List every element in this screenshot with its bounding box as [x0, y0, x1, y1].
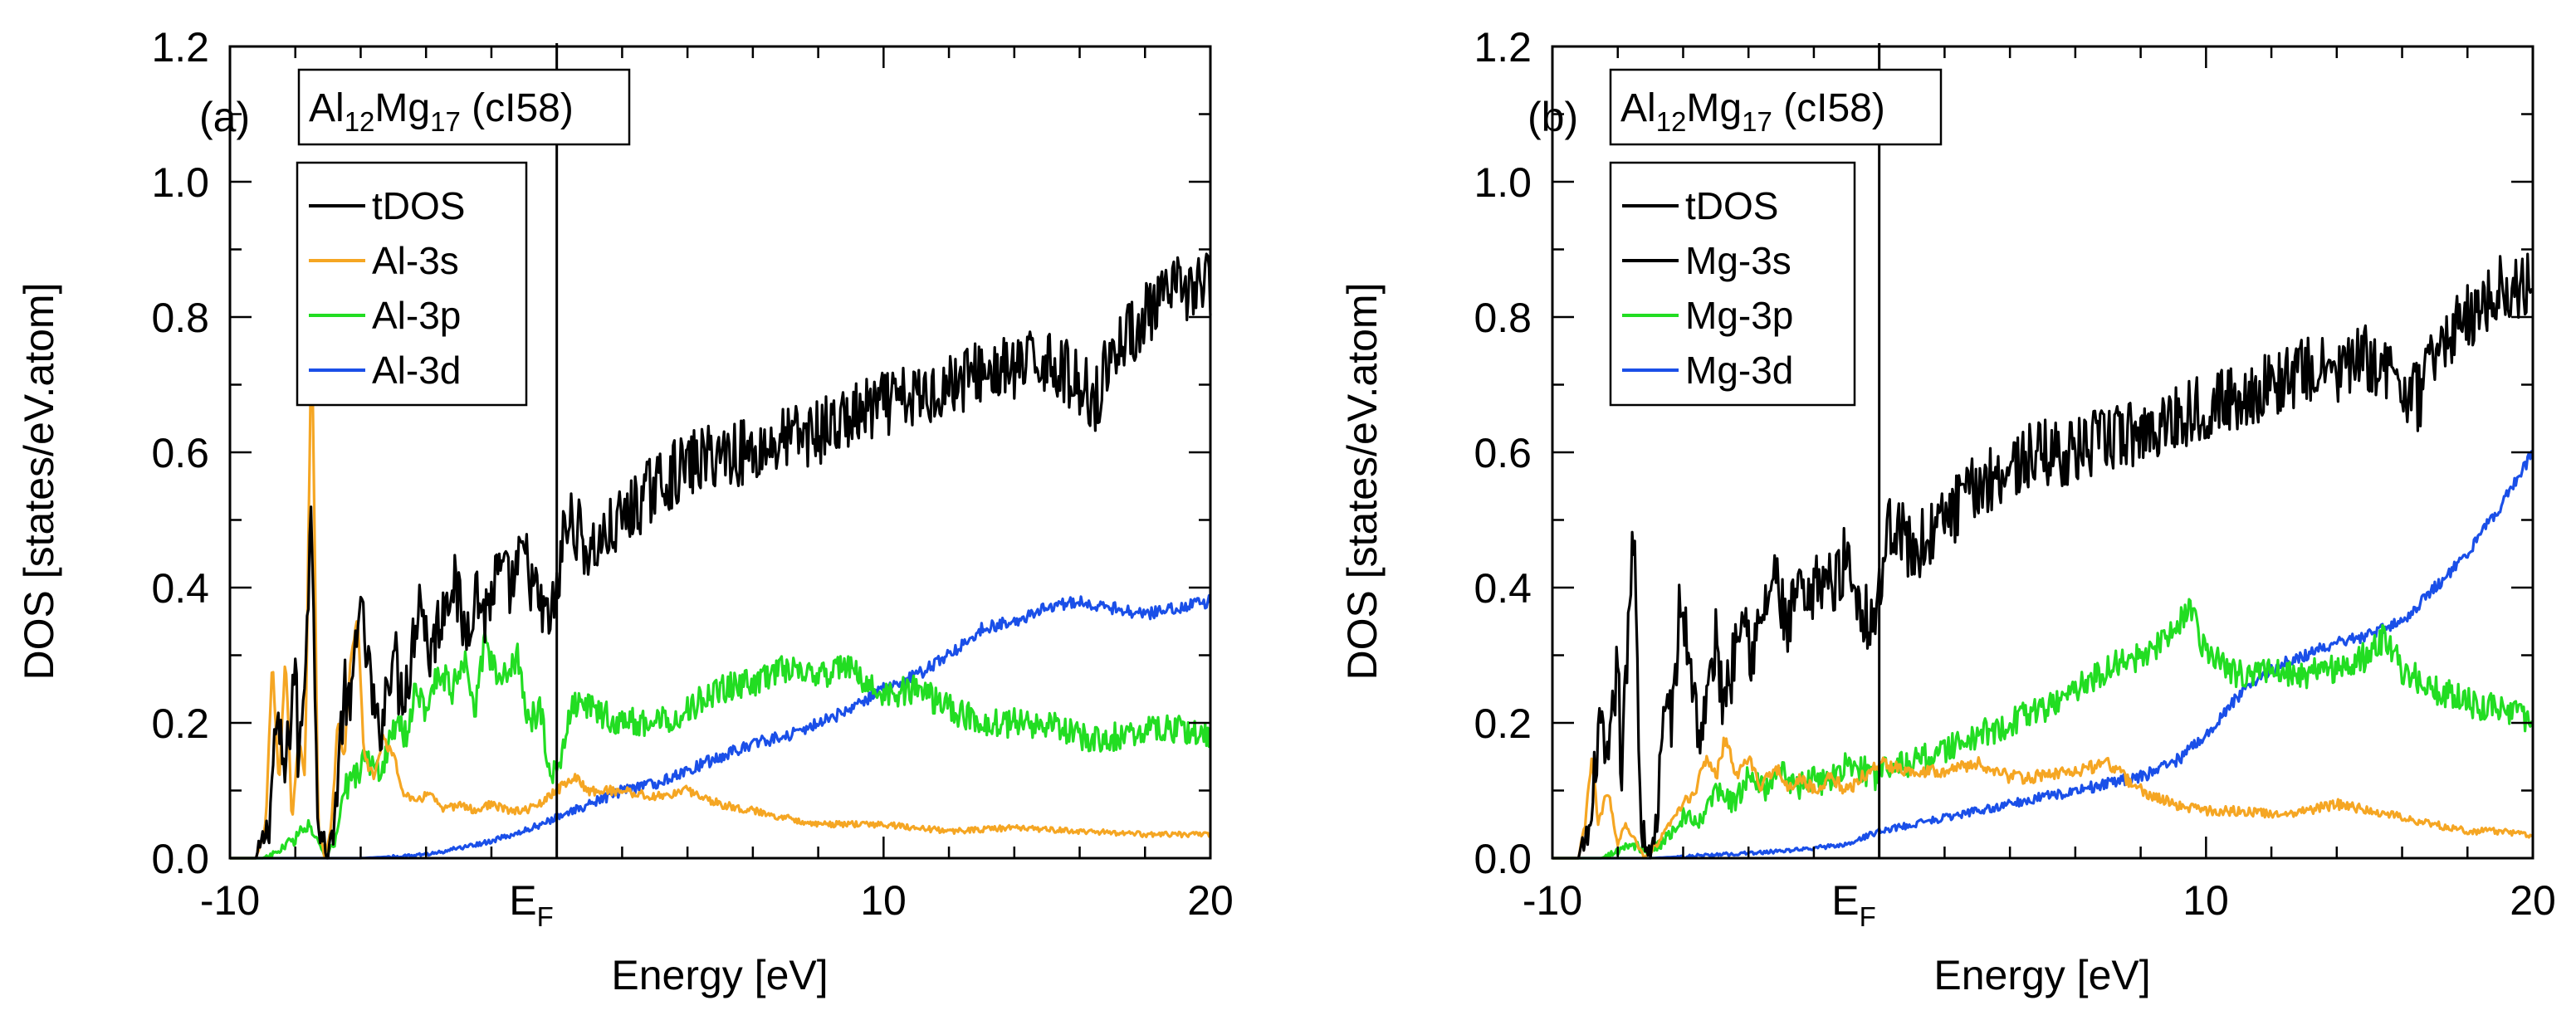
title-a: Al12Mg17 (cI58): [309, 86, 574, 137]
xtick-label-a-3: 20: [1187, 877, 1234, 924]
title-sub1-b: 12: [1656, 106, 1687, 137]
series-mg-3d-line: [1552, 450, 2534, 860]
ytick-label-a-6: 1.2: [151, 24, 209, 71]
ef-letter-b: E: [1831, 877, 1859, 924]
legend-label-b-3: Mg-3d: [1685, 349, 1793, 392]
ytick-label-b-1: 0.2: [1474, 700, 1532, 747]
ytick-label-b-2: 0.4: [1474, 565, 1532, 612]
title-el1-b: Al: [1620, 86, 1656, 130]
xtick-label-b-3: 20: [2510, 877, 2556, 924]
series-mg-3p-line: [1552, 598, 2534, 860]
title-box-b: [1609, 68, 1943, 146]
title-b: Al12Mg17 (cI58): [1620, 86, 1885, 137]
title-rest-a: (cI58): [461, 86, 574, 130]
title-el1-a: Al: [309, 86, 345, 130]
ytick-label-a-4: 0.8: [151, 295, 209, 341]
xtick-label-a-0: -10: [200, 877, 260, 924]
series-al-3s-line: [230, 358, 1212, 860]
title-sub1-a: 12: [345, 106, 375, 137]
legend-label-a-3: Al-3d: [372, 349, 461, 392]
title-box-a: [297, 68, 631, 146]
ytick-label-a-3: 0.6: [151, 430, 209, 476]
series-al-3p-line: [230, 630, 1211, 860]
ytick-label-b-5: 1.0: [1474, 159, 1532, 206]
panel-label-b: (b): [1528, 94, 1578, 140]
legend-box-a: [296, 161, 528, 407]
panel-a: 0.0 0.2 0.4 0.6 0.8 1.0 1.2 -10 EF 10 20…: [16, 24, 1234, 998]
series-al-3d-line: [230, 593, 1212, 860]
legend-label-b-2: Mg-3p: [1685, 294, 1793, 337]
ef-letter-a: E: [509, 877, 536, 924]
xtick-label-a-2: 10: [860, 877, 907, 924]
ytick-label-a-5: 1.0: [151, 159, 209, 206]
title-sub2-b: 17: [1742, 106, 1772, 137]
panel-label-a: (a): [199, 94, 250, 140]
title-el2-a: Mg: [374, 86, 430, 130]
legend-box-b: [1609, 161, 1856, 407]
ylabel-b: DOS [states/eV.atom]: [1339, 283, 1386, 681]
legend-label-a-1: Al-3s: [372, 239, 459, 282]
ytick-label-b-3: 0.6: [1474, 430, 1532, 476]
ytick-label-a-1: 0.2: [151, 700, 209, 747]
ylabel-a: DOS [states/eV.atom]: [16, 283, 62, 681]
legend-label-a-2: Al-3p: [372, 294, 461, 337]
panel-b: 0.0 0.2 0.4 0.6 0.8 1.0 1.2 -10 EF 10 20…: [1339, 24, 2556, 998]
ticks-b: [1551, 45, 2534, 860]
legend-label-b-1: Mg-3s: [1685, 239, 1791, 282]
ytick-label-a-2: 0.4: [151, 565, 209, 612]
legend-label-a-0: tDOS: [372, 184, 465, 227]
xlabel-a: Energy [eV]: [611, 952, 828, 998]
plot-area-a: [230, 43, 1212, 860]
xtick-label-a-ef: EF: [509, 877, 554, 932]
title-rest-b: (cI58): [1772, 86, 1885, 130]
ytick-label-b-6: 1.2: [1474, 24, 1532, 71]
ef-subscript-a: F: [537, 901, 554, 932]
ytick-label-a-0: 0.0: [151, 836, 209, 882]
series-tdos-line: [1552, 252, 2534, 860]
series-tdos-line: [230, 252, 1212, 860]
ytick-label-b-0: 0.0: [1474, 836, 1532, 882]
ytick-label-b-4: 0.8: [1474, 295, 1532, 341]
xtick-label-b-ef: EF: [1831, 877, 1876, 932]
title-sub2-a: 17: [430, 106, 461, 137]
series-mg-3s-line: [1552, 736, 2534, 860]
xtick-label-b-0: -10: [1523, 877, 1582, 924]
xtick-label-b-2: 10: [2183, 877, 2229, 924]
plot-area-b: [1552, 43, 2534, 860]
title-el2-b: Mg: [1686, 86, 1742, 130]
ticks-a: [228, 45, 1212, 860]
ef-subscript-b: F: [1860, 901, 1876, 932]
legend-label-b-0: tDOS: [1685, 184, 1778, 227]
xlabel-b: Energy [eV]: [1933, 952, 2150, 998]
